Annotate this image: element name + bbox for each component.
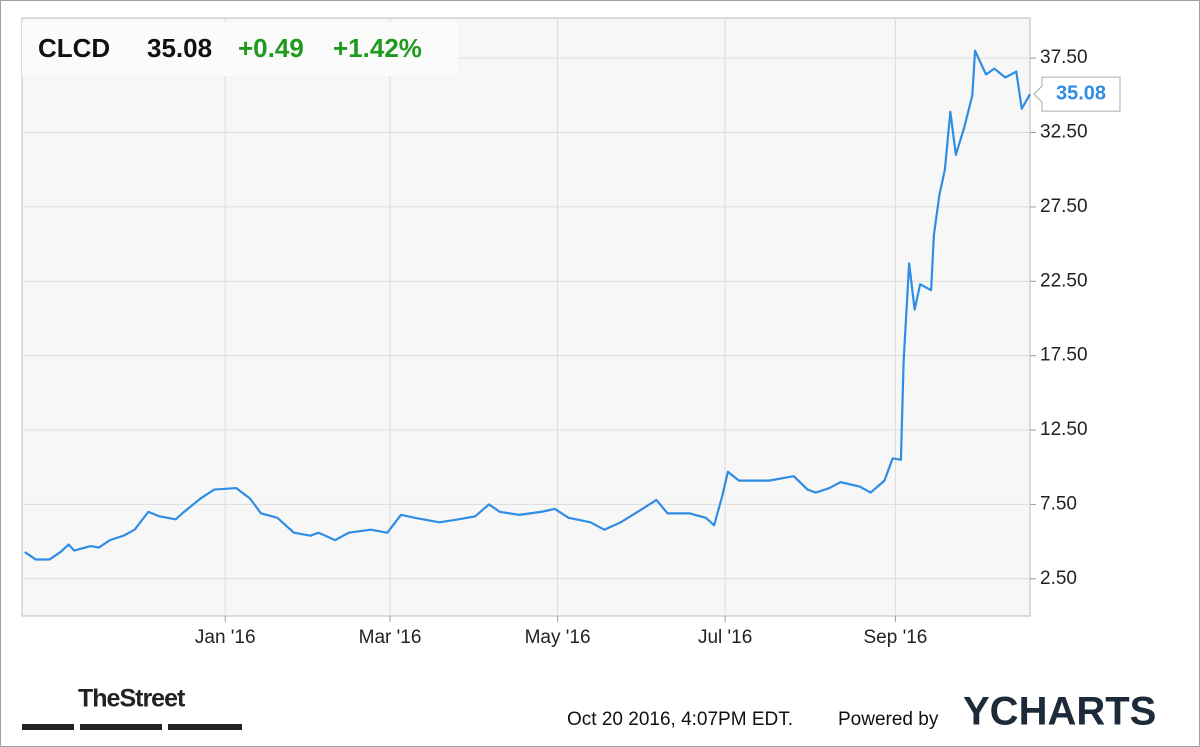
grid bbox=[22, 18, 1030, 616]
last-value-label: 35.08 bbox=[1056, 82, 1106, 104]
y-tick-label: 37.50 bbox=[1040, 47, 1088, 68]
y-tick-label: 32.50 bbox=[1040, 122, 1088, 143]
change: +0.49 bbox=[238, 33, 304, 63]
timestamp: Oct 20 2016, 4:07PM EDT. bbox=[567, 709, 793, 730]
price: 35.08 bbox=[147, 33, 212, 63]
ticker: CLCD bbox=[38, 33, 110, 63]
powered-by: Powered by bbox=[838, 709, 939, 730]
header-box bbox=[22, 22, 458, 76]
logo-bar bbox=[168, 724, 242, 730]
x-tick-label: Sep '16 bbox=[863, 627, 927, 648]
y-tick-label: 7.50 bbox=[1040, 493, 1077, 514]
provider-logo: YCHARTS bbox=[963, 690, 1156, 734]
change-percent: +1.42% bbox=[333, 33, 422, 63]
brand-logo: TheStreet bbox=[78, 685, 186, 713]
y-tick-label: 22.50 bbox=[1040, 270, 1088, 291]
y-tick-label: 2.50 bbox=[1040, 568, 1077, 589]
y-tick-label: 12.50 bbox=[1040, 419, 1088, 440]
y-tick-label: 27.50 bbox=[1040, 196, 1088, 217]
plot-area bbox=[21, 17, 1031, 617]
y-tick-label: 17.50 bbox=[1040, 345, 1088, 366]
x-tick-label: Mar '16 bbox=[359, 627, 422, 648]
price-line bbox=[24, 49, 1031, 561]
x-tick-label: Jan '16 bbox=[195, 627, 256, 648]
x-tick-label: Jul '16 bbox=[698, 627, 752, 648]
last-value-flag bbox=[1033, 76, 1121, 112]
logo-bar bbox=[80, 724, 162, 730]
logo-bar bbox=[22, 724, 74, 730]
x-tick-label: May '16 bbox=[525, 627, 591, 648]
